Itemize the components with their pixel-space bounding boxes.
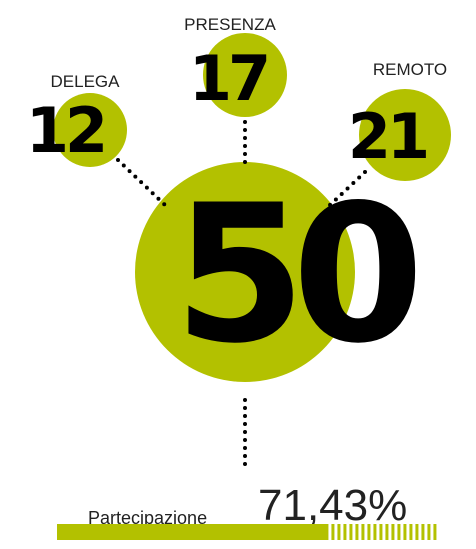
progress-stripe <box>343 524 347 540</box>
connector <box>328 170 367 207</box>
node-value: 17 <box>189 42 267 115</box>
progress-stripe <box>427 524 431 540</box>
progress-stripe <box>397 524 401 540</box>
progress-fill <box>57 524 329 540</box>
progress-stripe <box>379 524 383 540</box>
progress-stripe <box>355 524 359 540</box>
connector <box>116 158 167 207</box>
progress-stripe <box>361 524 365 540</box>
node-circle <box>203 33 287 117</box>
node-value: 12 <box>26 94 104 167</box>
progress-stripe <box>331 524 335 540</box>
total-value: 50 <box>174 164 416 385</box>
progress-stripe <box>373 524 377 540</box>
progress-stripe <box>415 524 419 540</box>
progress-bar <box>57 524 437 540</box>
node-label: REMOTO <box>373 60 447 79</box>
progress-stripe <box>367 524 371 540</box>
participation-label: Partecipazione <box>88 508 207 528</box>
node-circle <box>359 89 451 181</box>
progress-stripe <box>385 524 389 540</box>
node-circle <box>53 93 127 167</box>
progress-stripe <box>391 524 395 540</box>
progress-stripe <box>337 524 341 540</box>
progress-stripe <box>403 524 407 540</box>
node-label: DELEGA <box>51 72 121 91</box>
participation-value: 71,43% <box>258 481 407 530</box>
progress-stripe <box>433 524 437 540</box>
progress-stripe <box>409 524 413 540</box>
node-label: PRESENZA <box>184 15 276 34</box>
node-value: 21 <box>348 100 426 173</box>
progress-stripe <box>349 524 353 540</box>
total-circle <box>135 162 355 382</box>
progress-stripe <box>421 524 425 540</box>
